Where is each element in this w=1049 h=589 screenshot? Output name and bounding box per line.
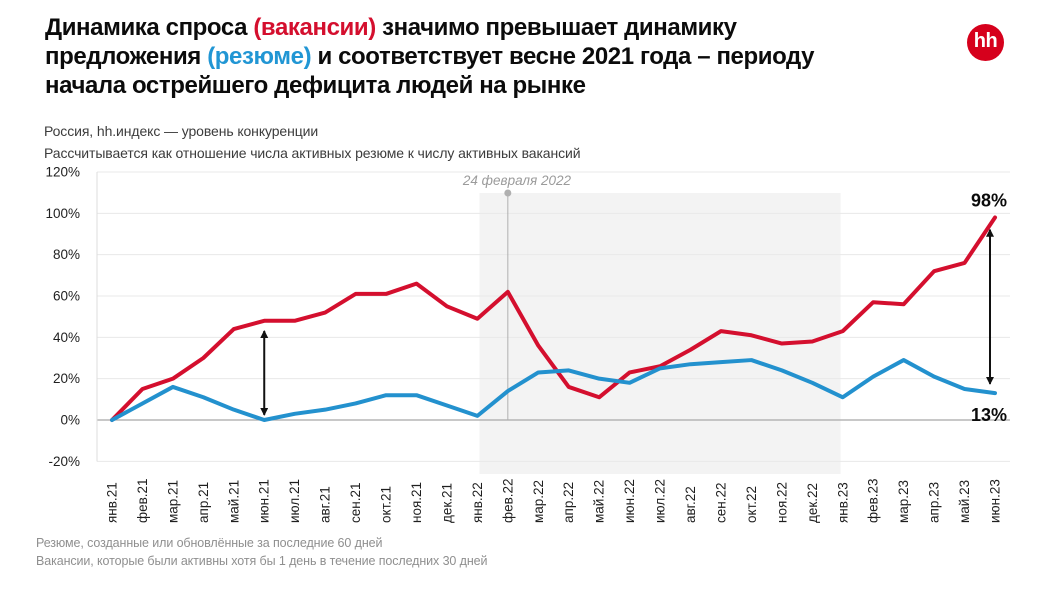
footnotes: Резюме, созданные или обновлённые за пос… [36, 535, 487, 570]
x-tick-label: окт.22 [744, 486, 759, 523]
x-tick-label: июн.21 [257, 479, 272, 523]
x-tick-label: авг.22 [683, 486, 698, 523]
x-tick-label: май.23 [957, 480, 972, 523]
chart-subtitle-line1: Россия, hh.индекс — уровень конкуренции [44, 123, 319, 139]
x-tick-label: апр.22 [561, 482, 576, 523]
x-tick-label: дек.22 [805, 483, 820, 523]
x-tick-label: июн.22 [622, 479, 637, 523]
end-value-label: 13% [971, 405, 1007, 425]
title-line: Динамика спроса (вакансии) значимо превы… [45, 13, 814, 42]
y-tick-label: 20% [53, 371, 80, 386]
x-tick-label: ноя.21 [409, 482, 424, 523]
end-value-label: 98% [971, 191, 1007, 211]
x-tick-label: сен.22 [713, 483, 728, 523]
hh-logo: hh [967, 24, 1004, 61]
y-tick-label: 100% [45, 206, 80, 221]
x-tick-label: май.22 [592, 480, 607, 523]
shaded-band [479, 193, 841, 474]
vacancies-line [110, 215, 997, 422]
title-line: предложения (резюме) и соответствует вес… [45, 42, 815, 71]
x-tick-label: фев.22 [500, 478, 515, 523]
title-text: Динамика спроса [45, 14, 254, 41]
x-tick-label: янв.23 [835, 482, 850, 523]
hh-logo-text: hh [973, 30, 998, 52]
x-tick-label: май.21 [226, 480, 241, 523]
title-text: начала острейшего дефицита людей на рынк… [45, 72, 586, 99]
x-tick-label: ноя.22 [774, 482, 789, 523]
x-tick-label: дек.21 [439, 483, 454, 523]
x-tick-label: авг.21 [318, 486, 333, 523]
page-title: Динамика спроса (вакансии) значимо превы… [45, 13, 815, 100]
title-accent-red: (вакансии) [253, 14, 376, 41]
title-text: значимо превышает динамику [375, 14, 737, 41]
x-tick-label: июн.23 [988, 479, 1003, 523]
footnote-resumes: Резюме, созданные или обновлённые за пос… [36, 536, 383, 550]
title-text: предложения [45, 43, 208, 70]
x-tick-label: фев.21 [135, 478, 150, 523]
x-tick-label: мар.23 [896, 480, 911, 523]
x-tick-label: фев.23 [866, 478, 881, 523]
y-tick-label: 60% [53, 289, 80, 304]
y-tick-label: 40% [53, 330, 80, 345]
x-tick-label: мар.22 [531, 480, 546, 523]
x-tick-label: янв.21 [105, 482, 120, 523]
event-dot [504, 189, 512, 197]
chart-subtitle: Россия, hh.индекс — уровень конкуренции … [44, 121, 581, 164]
x-tick-label: мар.21 [165, 480, 180, 523]
y-tick-label: 80% [53, 247, 80, 262]
x-tick-label: июл.21 [287, 479, 302, 523]
x-tick-label: июл.22 [653, 479, 668, 523]
y-tick-label: 120% [45, 165, 80, 180]
chart-subtitle-line2: Рассчитывается как отношение числа актив… [44, 144, 581, 161]
event-label: 24 февраля 2022 [462, 173, 572, 188]
title-accent-blue: (резюме) [207, 43, 312, 70]
x-tick-label: янв.22 [470, 482, 485, 523]
footnote-vacancies: Вакансии, которые были активны хотя бы 1… [36, 553, 488, 568]
x-tick-label: окт.21 [379, 486, 394, 523]
x-tick-label: апр.23 [927, 482, 942, 523]
title-text: и соответствует весне 2021 года – период… [311, 43, 815, 70]
y-tick-label: -20% [48, 454, 80, 469]
x-tick-label: апр.21 [196, 482, 211, 523]
y-tick-label: 0% [60, 413, 80, 428]
title-line: начала острейшего дефицита людей на рынк… [45, 71, 814, 100]
x-tick-label: сен.21 [348, 483, 363, 523]
resumes-line [110, 358, 997, 422]
